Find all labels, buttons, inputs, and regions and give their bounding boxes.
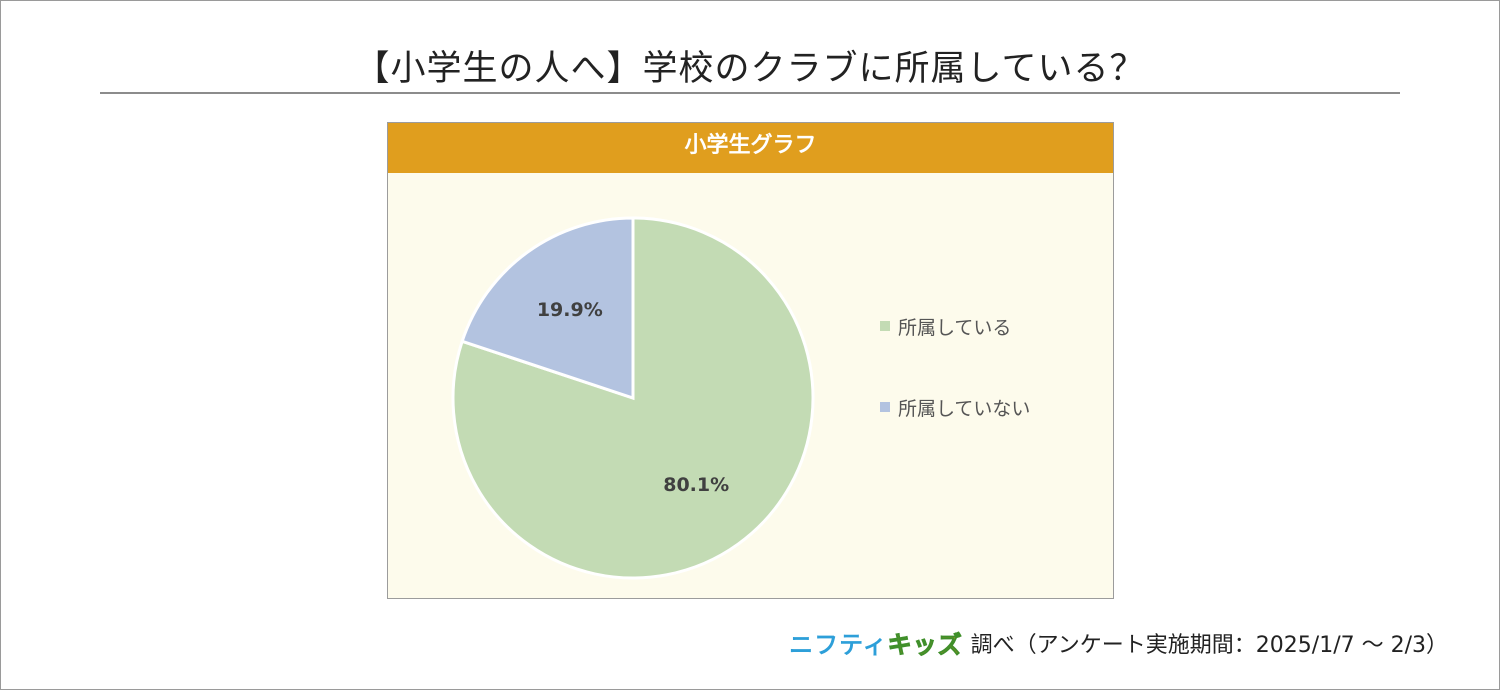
legend-item-shozoku-shiteiru: 所属している xyxy=(880,313,1030,339)
legend-label: 所属していない xyxy=(898,397,1031,420)
pie-chart: 80.1% 19.9% xyxy=(451,216,815,580)
legend-label: 所属している xyxy=(898,316,1012,339)
brand-logo-part1: ニフティ xyxy=(789,631,888,659)
data-label-0: 80.1% xyxy=(663,474,729,496)
chart-panel: 小学生グラフ 80.1% 19.9% 所属している 所属していない xyxy=(387,122,1114,599)
legend-item-shozoku-shiteinai: 所属していない xyxy=(880,394,1030,420)
source-text: 調べ（アンケート実施期間：2025/1/7 ～ 2/3） xyxy=(970,632,1448,658)
title-divider xyxy=(100,92,1400,94)
legend-swatch xyxy=(880,321,890,331)
brand-logo: ニフティキッズ xyxy=(789,625,963,660)
legend-swatch xyxy=(880,402,890,412)
source-credit: ニフティキッズ 調べ（アンケート実施期間：2025/1/7 ～ 2/3） xyxy=(789,625,1448,660)
brand-logo-part2: キッズ xyxy=(887,631,963,660)
page-title: 【小学生の人へ】学校のクラブに所属している？ xyxy=(354,49,1146,89)
pie-slice-1 xyxy=(460,216,635,401)
chart-legend: 所属している 所属していない xyxy=(880,313,1030,475)
data-label-1: 19.9% xyxy=(537,299,603,321)
chart-title: 小学生グラフ xyxy=(388,123,1113,173)
